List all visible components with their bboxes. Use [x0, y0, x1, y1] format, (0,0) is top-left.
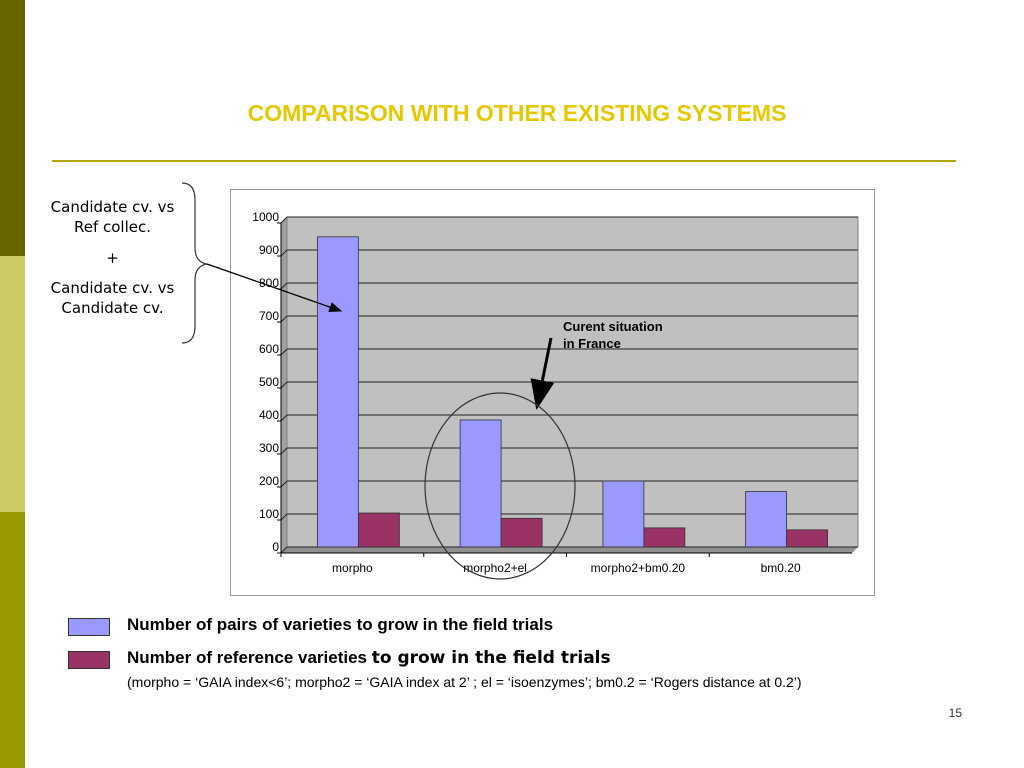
- slide-title: COMPARISON WITH OTHER EXISTING SYSTEMS: [247, 100, 787, 126]
- decorative-band-bottom: [0, 512, 25, 768]
- side-note-plus: +: [106, 249, 119, 267]
- legend-swatch-reference: [68, 651, 110, 669]
- side-note-line3: Candidate cv. vs: [50, 279, 175, 297]
- legend-label-reference-part1: Number of reference varieties: [127, 648, 372, 667]
- side-note-line4: Candidate cv.: [61, 299, 164, 317]
- chart-frame: [230, 189, 875, 596]
- side-note-line1: Candidate cv. vs: [50, 198, 175, 216]
- abbreviation-note: (morpho = ‘GAIA index<6’; morpho2 = ‘GAI…: [127, 674, 802, 690]
- legend-label-reference-part2: to grow in the field trials: [371, 648, 611, 668]
- legend-label-reference: Number of reference varieties to grow in…: [127, 648, 611, 668]
- title-divider: [52, 160, 956, 162]
- decorative-band-top: [0, 0, 25, 256]
- side-note-line2: Ref collec.: [73, 218, 152, 236]
- callout-current-situation: Curent situation in France: [563, 319, 663, 351]
- legend-swatch-pairs: [68, 618, 110, 636]
- decorative-band-middle: [0, 256, 25, 512]
- page-number: 15: [948, 706, 962, 720]
- legend-label-pairs: Number of pairs of varieties to grow in …: [127, 615, 554, 634]
